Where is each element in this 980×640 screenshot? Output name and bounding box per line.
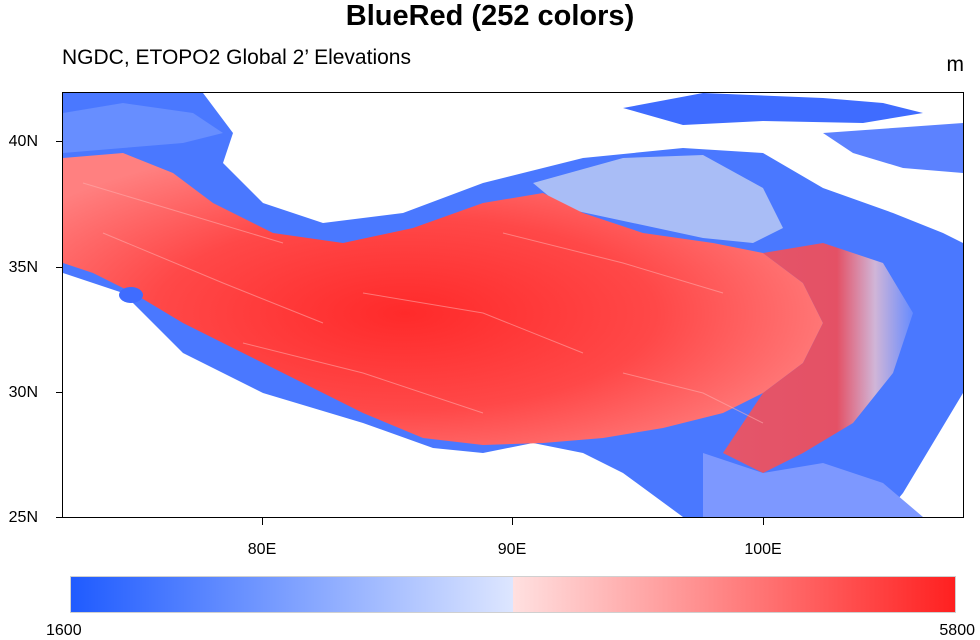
elevation-map — [62, 92, 964, 518]
lat-label-35n: 35N — [8, 259, 38, 276]
tick-100e — [763, 518, 764, 525]
northern-blue-strip — [63, 103, 223, 153]
tick-35n — [56, 267, 62, 268]
ridge-texture — [82, 182, 764, 424]
tick-90e — [512, 518, 513, 525]
tick-40n — [56, 141, 62, 142]
lon-label-100e: 100E — [744, 541, 782, 558]
units-label: m — [946, 53, 965, 76]
southeast-lowlands — [703, 453, 923, 517]
lon-label-90e: 90E — [497, 541, 527, 558]
high-plateau-region — [63, 153, 823, 445]
chart-title: BlueRed (252 colors) — [345, 0, 635, 32]
east-blue-blob — [823, 123, 963, 173]
lat-label-30n: 30N — [8, 384, 38, 401]
northeast-blue-blob — [623, 93, 923, 125]
tick-30n — [56, 392, 62, 393]
dataset-subtitle: NGDC, ETOPO2 Global 2’ Elevations — [62, 46, 411, 69]
basin-region — [533, 155, 783, 243]
lake-feature — [119, 287, 143, 303]
elevation-map-svg — [63, 93, 963, 517]
lat-label-40n: 40N — [8, 133, 38, 150]
tick-25n — [56, 517, 62, 518]
eastern-transition — [723, 243, 913, 473]
color-scale-min-label: 1600 — [46, 622, 82, 639]
lon-label-80e: 80E — [247, 541, 277, 558]
color-scale-max-label: 5800 — [939, 622, 975, 639]
tick-80e — [262, 518, 263, 525]
color-scale-bar — [70, 576, 956, 613]
lat-label-25n: 25N — [8, 509, 38, 526]
